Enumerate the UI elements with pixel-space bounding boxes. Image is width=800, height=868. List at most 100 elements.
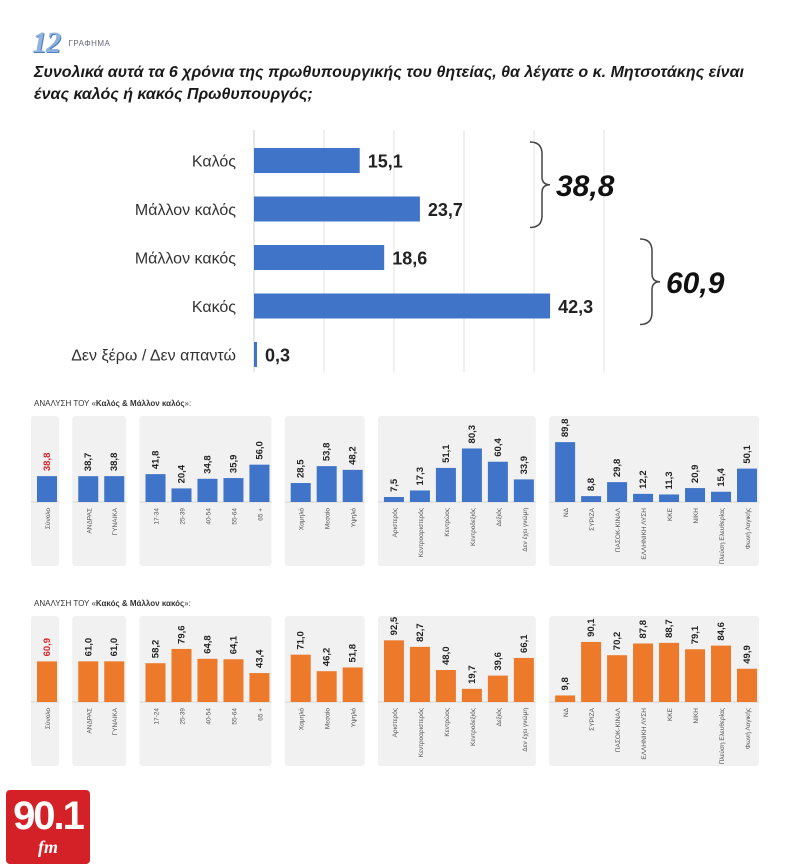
main-horizontal-bar-chart: Καλός 15,1 Μάλλον καλός 23,7 Μάλλον κακός 18,…	[71, 130, 725, 372]
value-label: 82,7	[415, 623, 426, 642]
value-label: 92,5	[389, 616, 400, 635]
value-label: 11,3	[664, 471, 675, 489]
value-label: 12,2	[638, 470, 649, 489]
category-label: 17-34	[154, 508, 161, 525]
bar	[633, 493, 654, 502]
value-label: 43,4	[254, 649, 265, 668]
group-panel	[549, 416, 759, 566]
value-label: 38,8	[109, 453, 120, 472]
category-label: Δεν έχει γνώμη	[521, 508, 529, 552]
chart-number-label: ΓΡΑΦΗΜΑ	[68, 39, 111, 48]
value-label: 51,8	[348, 644, 359, 663]
category-label: Κεντροαριστερός	[417, 508, 425, 557]
value-label: 38,8	[42, 453, 53, 472]
value-label: 48,0	[441, 647, 452, 666]
category-label: Κεντρώος	[443, 708, 451, 737]
category-label: ΝΙΚΗ	[693, 708, 700, 724]
value-label: 8,8	[586, 478, 597, 491]
title-prefix: ΑΝΑΛΥΣΗ ΤΟΥ «	[34, 399, 96, 408]
group-panel	[72, 616, 127, 766]
category-label: ΓΥΝΑΙΚΑ	[112, 707, 119, 735]
bar	[461, 448, 482, 502]
bar	[254, 342, 257, 367]
category-label: Φωνή Λογικής	[745, 708, 752, 749]
group-panel	[549, 616, 759, 766]
bar	[197, 658, 218, 702]
category-label: ΠΑΣΟΚ-ΚΙΝΑΛ	[615, 707, 622, 752]
value-label: 23,7	[428, 200, 463, 220]
bar	[487, 675, 508, 702]
value-label: 79,1	[690, 625, 701, 644]
group-panel	[377, 416, 536, 566]
value-label: 64,8	[202, 635, 213, 654]
value-label: 20,4	[176, 464, 187, 483]
logo-sub: fm	[38, 837, 58, 857]
bar	[254, 245, 385, 270]
value-label: 60,4	[493, 438, 504, 457]
bar	[290, 483, 311, 502]
bar	[171, 648, 192, 702]
value-label: 66,1	[519, 634, 530, 653]
bar	[36, 661, 57, 702]
bar	[145, 663, 166, 702]
value-label: 46,2	[322, 648, 333, 667]
category-label: ΑΝΔΡΑΣ	[86, 708, 93, 734]
value-label: 58,2	[151, 640, 162, 659]
bar	[461, 688, 482, 702]
bar	[145, 474, 166, 502]
value-label: 89,8	[560, 419, 571, 438]
value-label: 17,3	[415, 467, 426, 486]
bar	[78, 476, 99, 502]
category-label: Φωνή Λογικής	[745, 508, 752, 549]
category-label: Καλός	[192, 154, 236, 171]
value-label: 64,1	[228, 635, 239, 654]
bar	[316, 466, 337, 502]
bar	[249, 464, 270, 502]
value-label: 33,9	[519, 456, 530, 475]
bar	[197, 478, 218, 502]
survey-question: Συνολικά αυτά τα 6 χρόνια της πρωθυπουργ…	[34, 64, 744, 103]
value-label: 20,9	[690, 465, 701, 484]
bar	[104, 476, 125, 502]
category-label: Δεν έχει γνώμη	[521, 708, 529, 752]
category-label: ΝΙΚΗ	[693, 508, 700, 524]
value-label: 84,6	[716, 622, 727, 641]
bar	[513, 479, 534, 502]
value-label: 80,3	[467, 425, 478, 444]
bar	[104, 661, 125, 702]
category-label: ΚΚΕ	[667, 707, 674, 721]
value-label: 70,2	[612, 632, 623, 651]
bar	[78, 661, 99, 702]
category-label: ΝΔ	[563, 507, 570, 517]
bar	[223, 478, 244, 502]
category-label: Κεντροδεξιός	[469, 708, 477, 746]
bar	[409, 646, 430, 702]
category-label: 40-54	[205, 508, 212, 525]
category-label: Μάλλον καλός	[135, 202, 236, 219]
bar	[249, 673, 270, 702]
value-label: 19,7	[467, 665, 478, 684]
bar	[316, 671, 337, 702]
category-label: Αριστερός	[391, 508, 399, 537]
value-label: 71,0	[296, 631, 307, 650]
value-label: 7,5	[389, 478, 400, 492]
breakdown-title: ΑΝΑΛΥΣΗ ΤΟΥ «Καλός & Μάλλον καλός»:	[34, 399, 191, 408]
category-label: 65 +	[257, 508, 264, 521]
bar	[487, 461, 508, 502]
value-label: 42,3	[558, 297, 593, 317]
category-label: Δεξιός	[495, 708, 503, 726]
category-label: Κακός	[192, 299, 236, 316]
breakdown-title: ΑΝΑΛΥΣΗ ΤΟΥ «Κακός & Μάλλον κακός»:	[34, 599, 191, 608]
value-label: 29,8	[612, 459, 623, 478]
value-label: 53,8	[322, 443, 333, 462]
bracket	[529, 141, 551, 229]
positive-breakdown-chart: ΑΝΑΛΥΣΗ ΤΟΥ «Καλός & Μάλλον καλός»: 38,8 Σ…	[31, 399, 759, 566]
category-label: 25-39	[179, 708, 186, 725]
bracket-total-label: 60,9	[666, 267, 725, 300]
category-label: ΠΑΣΟΚ-ΚΙΝΑΛ	[615, 507, 622, 552]
value-label: 56,0	[254, 441, 265, 460]
category-label: 65 +	[257, 708, 264, 721]
category-label: Δεν ξέρω / Δεν απαντώ	[71, 348, 236, 365]
bar	[254, 293, 551, 319]
category-label: Αριστερός	[391, 708, 399, 737]
